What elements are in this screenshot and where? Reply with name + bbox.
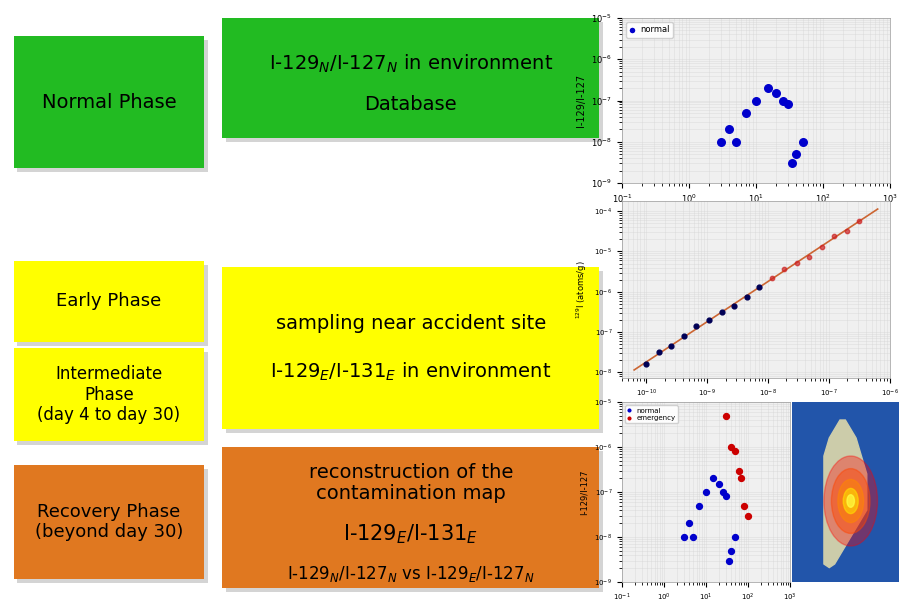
normal bbox=[682, 518, 696, 528]
Point bbox=[769, 88, 784, 98]
FancyBboxPatch shape bbox=[226, 271, 603, 433]
Point bbox=[760, 83, 775, 93]
normal bbox=[686, 532, 701, 542]
Text: reconstruction of the: reconstruction of the bbox=[309, 463, 513, 482]
FancyBboxPatch shape bbox=[17, 469, 208, 583]
Text: contamination map: contamination map bbox=[316, 484, 506, 503]
FancyBboxPatch shape bbox=[17, 352, 208, 445]
FancyBboxPatch shape bbox=[14, 261, 204, 342]
normal bbox=[692, 501, 706, 511]
FancyBboxPatch shape bbox=[222, 447, 599, 588]
Point bbox=[802, 252, 816, 262]
normal bbox=[699, 487, 714, 497]
Point bbox=[739, 292, 754, 302]
Point bbox=[789, 259, 804, 268]
Polygon shape bbox=[824, 420, 867, 568]
Point bbox=[752, 283, 766, 292]
Point bbox=[714, 137, 728, 146]
Point bbox=[827, 231, 842, 241]
Text: I-129$_E$/I-131$_E$: I-129$_E$/I-131$_E$ bbox=[343, 523, 479, 546]
Circle shape bbox=[838, 479, 864, 523]
Point bbox=[795, 137, 810, 146]
Point bbox=[715, 307, 729, 317]
FancyBboxPatch shape bbox=[222, 18, 599, 138]
normal bbox=[728, 532, 743, 542]
emergency bbox=[741, 511, 755, 520]
emergency bbox=[728, 446, 743, 456]
Text: I-129$_N$/I-127$_N$ vs I-129$_E$/I-127$_N$: I-129$_N$/I-127$_N$ vs I-129$_E$/I-127$_… bbox=[287, 564, 535, 584]
Text: Intermediate
Phase
(day 4 to day 30): Intermediate Phase (day 4 to day 30) bbox=[37, 365, 181, 424]
Text: sampling near accident site: sampling near accident site bbox=[276, 314, 546, 333]
Legend: normal: normal bbox=[627, 22, 673, 38]
Point bbox=[749, 96, 764, 106]
Text: Database: Database bbox=[364, 95, 458, 114]
emergency bbox=[719, 411, 734, 421]
FancyBboxPatch shape bbox=[17, 40, 208, 172]
normal bbox=[676, 532, 691, 542]
normal bbox=[711, 479, 725, 489]
Circle shape bbox=[824, 456, 877, 546]
X-axis label: I-127 (ppm): I-127 (ppm) bbox=[727, 211, 785, 221]
Point bbox=[664, 341, 678, 350]
Text: Normal Phase: Normal Phase bbox=[42, 92, 176, 112]
Point bbox=[852, 217, 866, 226]
Point bbox=[689, 322, 704, 331]
Text: Early Phase: Early Phase bbox=[56, 292, 162, 311]
Circle shape bbox=[847, 494, 854, 508]
emergency bbox=[731, 466, 745, 475]
Point bbox=[738, 108, 753, 118]
Point bbox=[676, 331, 691, 341]
Point bbox=[777, 265, 792, 274]
Point bbox=[652, 347, 666, 357]
FancyBboxPatch shape bbox=[222, 267, 599, 429]
Circle shape bbox=[832, 469, 870, 533]
FancyBboxPatch shape bbox=[14, 465, 204, 579]
FancyBboxPatch shape bbox=[226, 22, 603, 142]
Text: I-129$_N$/I-127$_N$ in environment: I-129$_N$/I-127$_N$ in environment bbox=[269, 52, 553, 75]
FancyBboxPatch shape bbox=[14, 36, 204, 168]
Point bbox=[840, 226, 854, 236]
Circle shape bbox=[844, 488, 858, 514]
FancyBboxPatch shape bbox=[14, 348, 204, 441]
Text: Recovery Phase
(beyond day 30): Recovery Phase (beyond day 30) bbox=[35, 503, 183, 541]
FancyBboxPatch shape bbox=[17, 265, 208, 346]
Point bbox=[781, 100, 795, 109]
Point bbox=[785, 158, 800, 168]
Point bbox=[722, 125, 736, 134]
Point bbox=[814, 242, 829, 252]
X-axis label: $^{131}$I (atoms/g): $^{131}$I (atoms/g) bbox=[726, 404, 785, 419]
emergency bbox=[735, 473, 749, 483]
Point bbox=[728, 137, 743, 146]
normal bbox=[722, 556, 736, 565]
Point bbox=[639, 359, 654, 369]
Y-axis label: I-129/I-127: I-129/I-127 bbox=[580, 469, 588, 515]
Point bbox=[775, 96, 790, 106]
Text: I-129$_E$/I-131$_E$ in environment: I-129$_E$/I-131$_E$ in environment bbox=[271, 361, 551, 383]
FancyBboxPatch shape bbox=[226, 451, 603, 592]
Point bbox=[702, 316, 716, 325]
Y-axis label: I-129/I-127: I-129/I-127 bbox=[576, 74, 586, 127]
normal bbox=[719, 491, 734, 501]
normal bbox=[706, 473, 721, 483]
emergency bbox=[736, 501, 751, 511]
Point bbox=[765, 274, 779, 283]
normal bbox=[716, 487, 730, 497]
emergency bbox=[724, 442, 738, 452]
Point bbox=[789, 149, 804, 159]
Point bbox=[726, 302, 741, 311]
Y-axis label: $^{129}$I (atoms/g): $^{129}$I (atoms/g) bbox=[575, 260, 588, 319]
Legend: normal, emergency: normal, emergency bbox=[626, 406, 677, 423]
normal bbox=[724, 546, 738, 556]
